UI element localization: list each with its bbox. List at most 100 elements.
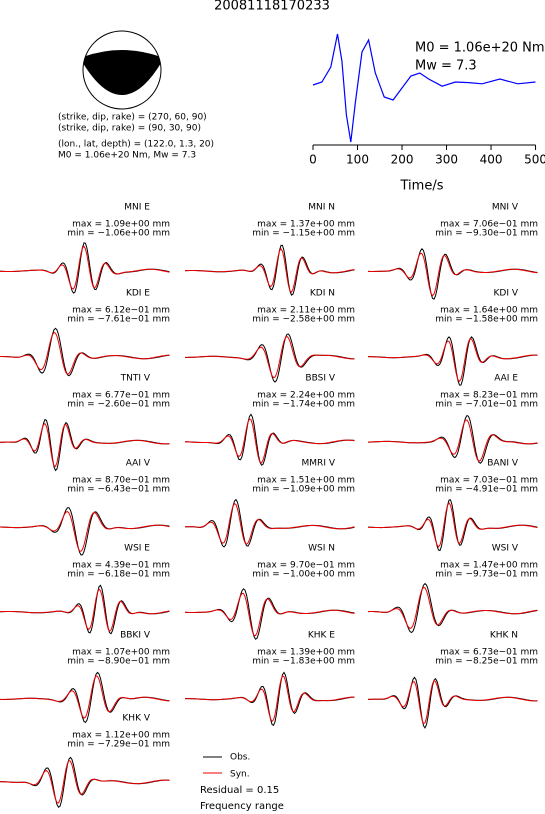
station-min: min = −7.01e−01 mm — [435, 400, 538, 410]
station-min: min = −8.90e−01 mm — [67, 657, 170, 667]
station-label: AAI E — [494, 374, 518, 384]
station-max: max = 6.73e−01 mm — [440, 648, 538, 658]
station-min: min = −4.91e−01 mm — [435, 485, 538, 495]
annotation: M0 = 1.06e+20 Nm — [415, 41, 545, 56]
observed-waveform — [184, 498, 355, 548]
mechanism-line: (strike, dip, rake) = (270, 60, 90) — [58, 113, 207, 123]
station-min: min = −1.00e+00 mm — [252, 570, 355, 580]
station-label: MNI N — [308, 203, 335, 213]
station-max: max = 7.06e−01 mm — [440, 220, 538, 230]
synthetic-waveform — [185, 592, 355, 637]
station-label: KHK V — [122, 714, 150, 724]
station-max: max = 1.12e+00 mm — [72, 731, 170, 741]
station-label: BBSI V — [305, 374, 335, 384]
station-min: min = −7.61e−01 mm — [67, 315, 170, 325]
station-min: min = −8.25e−01 mm — [435, 657, 538, 667]
x-tick-label: 100 — [346, 153, 369, 167]
station-min: min = −1.15e+00 mm — [252, 229, 355, 239]
station-max: max = 6.12e−01 mm — [72, 306, 170, 316]
station-label: KHK E — [308, 631, 335, 641]
stf-line — [312, 33, 536, 143]
x-tick-label: 0 — [309, 153, 317, 167]
station-max: max = 8.23e−01 mm — [440, 391, 538, 401]
synthetic-waveform — [0, 675, 170, 719]
station-label: MNI V — [492, 203, 519, 213]
synthetic-waveform — [184, 418, 355, 464]
synthetic-waveform — [185, 248, 355, 293]
annotation: Mw = 7.3 — [415, 59, 477, 74]
station-max: max = 7.03e−01 mm — [440, 476, 538, 486]
station-max: max = 1.64e+00 mm — [440, 306, 538, 316]
synthetic-waveform — [0, 422, 170, 468]
x-tick-label: 300 — [435, 153, 458, 167]
mechanism-line: (strike, dip, rake) = (90, 30, 90) — [58, 124, 201, 134]
station-min: min = −1.83e+00 mm — [252, 657, 355, 667]
station-label: MNI E — [124, 203, 150, 213]
frequency: Frequency range — [200, 801, 284, 812]
station-label: KDI V — [493, 289, 518, 299]
station-min: min = −6.18e−01 mm — [67, 570, 170, 580]
residual: Residual = 0.15 — [200, 785, 279, 796]
mechanism-line: M0 = 1.06e+20 Nm, Mw = 7.3 — [58, 151, 196, 161]
station-label: WSI E — [124, 544, 150, 554]
station-label: KDI N — [310, 289, 335, 299]
beachball — [82, 30, 162, 110]
station-max: max = 2.24e+00 mm — [257, 391, 355, 401]
station-label: KDI E — [126, 289, 150, 299]
station-min: min = −6.43e−01 mm — [67, 485, 170, 495]
title: 20081118170233 — [214, 0, 330, 14]
station-max: max = 1.07e+00 mm — [72, 648, 170, 658]
legend-label: Obs. — [230, 753, 250, 763]
station-min: min = −7.29e−01 mm — [67, 740, 170, 750]
synthetic-waveform — [0, 759, 170, 804]
station-max: max = 8.70e−01 mm — [72, 476, 170, 486]
station-max: max = 9.70e−01 mm — [257, 561, 355, 571]
x-tick-label: 400 — [480, 153, 503, 167]
station-label: WSI N — [308, 544, 335, 554]
station-max: max = 2.11e+00 mm — [257, 306, 355, 316]
station-label: BANI V — [487, 459, 519, 469]
station-min: min = −2.60e−01 mm — [67, 400, 170, 410]
x-axis-label: Time/s — [400, 179, 444, 194]
synthetic-waveform — [367, 419, 538, 462]
station-max: max = 1.51e+00 mm — [257, 476, 355, 486]
synthetic-waveform — [184, 502, 355, 545]
synthetic-waveform — [367, 680, 538, 725]
station-min: min = −1.58e+00 mm — [435, 315, 538, 325]
synthetic-waveform — [0, 331, 170, 375]
station-label: BBKI V — [120, 631, 151, 641]
station-label: MMRI V — [302, 459, 336, 469]
station-min: min = −1.06e+00 mm — [67, 229, 170, 239]
mechanism-line: (lon., lat, depth) = (122.0, 1.3, 20) — [58, 140, 214, 150]
synthetic-waveform — [367, 252, 538, 297]
station-label: KHK N — [490, 631, 518, 641]
station-min: min = −1.09e+00 mm — [252, 485, 355, 495]
station-min: min = −9.73e−01 mm — [435, 570, 538, 580]
station-max: max = 1.37e+00 mm — [257, 220, 355, 230]
observed-waveform — [368, 676, 538, 729]
station-label: AAI V — [126, 459, 151, 469]
observed-waveform — [0, 242, 170, 294]
synthetic-waveform — [0, 245, 170, 290]
observed-waveform — [0, 584, 170, 635]
synthetic-waveform — [367, 338, 538, 383]
observed-waveform — [367, 414, 538, 464]
station-min: min = −2.58e+00 mm — [252, 315, 355, 325]
synthetic-waveform — [0, 511, 170, 552]
synthetic-waveform — [0, 588, 170, 632]
legend-label: Syn. — [230, 770, 250, 780]
observed-waveform — [367, 582, 538, 634]
synthetic-waveform — [185, 335, 355, 379]
synthetic-waveform — [185, 675, 355, 722]
station-max: max = 1.47e+00 mm — [440, 561, 538, 571]
station-max: max = 6.77e−01 mm — [72, 391, 170, 401]
synthetic-waveform — [367, 586, 538, 629]
x-tick-label: 200 — [391, 153, 414, 167]
station-max: max = 1.39e+00 mm — [257, 648, 355, 658]
station-min: min = −1.74e+00 mm — [252, 400, 355, 410]
station-label: TNTI V — [120, 374, 151, 384]
station-max: max = 4.39e−01 mm — [72, 561, 170, 571]
station-max: max = 1.09e+00 mm — [72, 220, 170, 230]
station-min: min = −9.30e−01 mm — [435, 229, 538, 239]
